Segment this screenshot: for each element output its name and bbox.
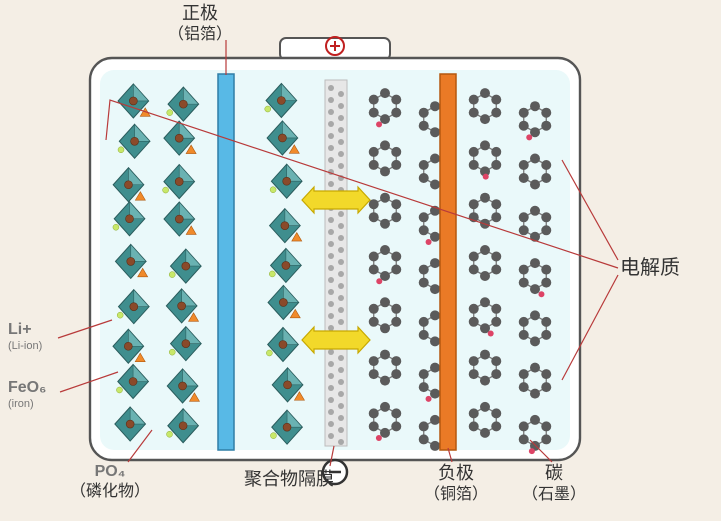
label-carbon: 碳 （石墨） xyxy=(522,462,586,505)
battery-diagram xyxy=(0,0,721,521)
label-cathode-foil: 正极 （铝箔） xyxy=(168,2,232,45)
label-feo-line1: FeO₆ xyxy=(8,379,46,396)
label-carbon-line2: （石墨） xyxy=(522,485,586,505)
label-li-ion: Li+ (Li-ion) xyxy=(8,320,42,354)
label-cathode-foil-line2: （铝箔） xyxy=(168,25,232,45)
ion-arrow-icon xyxy=(302,327,370,353)
separator xyxy=(325,80,347,446)
label-electrolyte-line1: 电解质 xyxy=(620,257,680,279)
label-separator-line1: 聚合物隔膜 xyxy=(244,469,334,489)
label-electrolyte: 电解质 xyxy=(620,256,680,281)
label-cathode-foil-line1: 正极 xyxy=(182,3,218,23)
label-po4: PO₄ （磷化物） xyxy=(70,462,150,502)
label-separator: 聚合物隔膜 xyxy=(244,468,334,491)
label-anode-foil: 负极 （铜箔） xyxy=(424,462,488,505)
label-po4-line2: （磷化物） xyxy=(70,482,150,502)
label-anode-foil-line2: （铜箔） xyxy=(424,485,488,505)
cathode-foil xyxy=(218,74,234,450)
anode-foil xyxy=(440,74,456,450)
label-feo: FeO₆ (iron) xyxy=(8,378,46,412)
label-anode-foil-line1: 负极 xyxy=(438,463,474,483)
label-po4-line1: PO₄ xyxy=(95,463,126,480)
label-li-ion-line1: Li+ xyxy=(8,321,32,338)
label-feo-line2: (iron) xyxy=(8,398,46,412)
label-li-ion-line2: (Li-ion) xyxy=(8,340,42,354)
ion-arrow-icon xyxy=(302,187,370,213)
label-carbon-line1: 碳 xyxy=(545,463,563,483)
